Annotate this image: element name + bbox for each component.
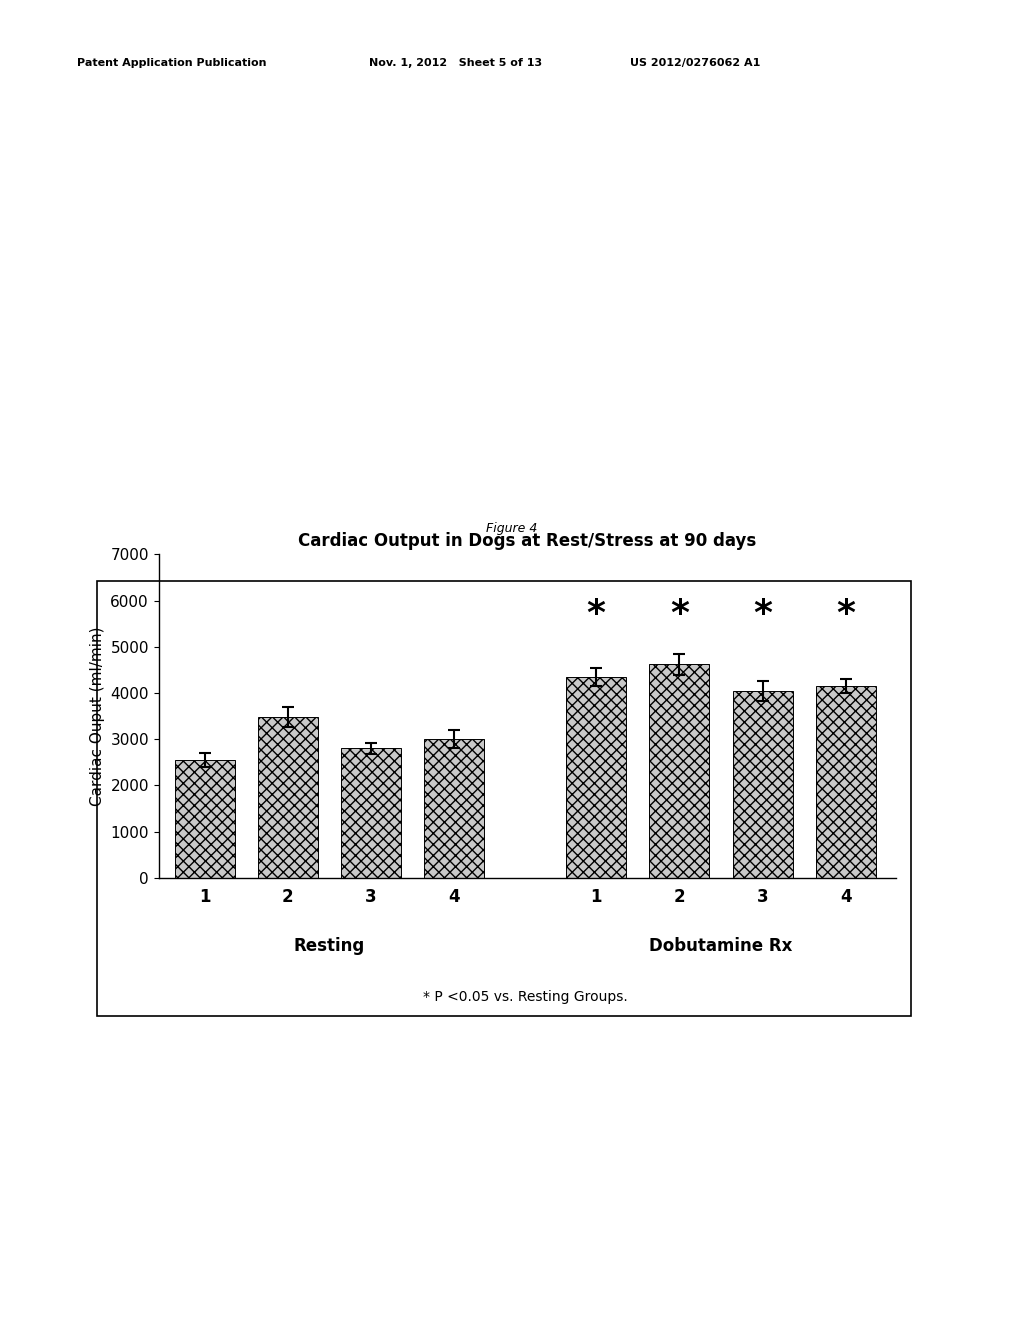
Text: *: * [587, 598, 605, 631]
Bar [425, 739, 484, 878]
Text: Figure 4: Figure 4 [486, 521, 538, 535]
Bar [733, 690, 793, 878]
Text: * P <0.05 vs. Resting Groups.: * P <0.05 vs. Resting Groups. [423, 990, 628, 1005]
Bar [341, 748, 401, 878]
Bar [566, 677, 626, 878]
Text: Nov. 1, 2012   Sheet 5 of 13: Nov. 1, 2012 Sheet 5 of 13 [369, 58, 542, 69]
Y-axis label: Cardiac Ouput (ml/min): Cardiac Ouput (ml/min) [90, 627, 104, 805]
Text: *: * [837, 598, 855, 631]
Text: *: * [670, 598, 689, 631]
Text: Dobutamine Rx: Dobutamine Rx [649, 937, 793, 956]
Title: Cardiac Output in Dogs at Rest/Stress at 90 days: Cardiac Output in Dogs at Rest/Stress at… [298, 532, 757, 550]
Text: Resting: Resting [294, 937, 366, 956]
Text: *: * [754, 598, 772, 631]
Bar [649, 664, 710, 878]
Text: US 2012/0276062 A1: US 2012/0276062 A1 [630, 58, 760, 69]
Bar [174, 760, 234, 878]
Text: Patent Application Publication: Patent Application Publication [77, 58, 266, 69]
Bar [258, 717, 317, 878]
Bar [816, 686, 876, 878]
